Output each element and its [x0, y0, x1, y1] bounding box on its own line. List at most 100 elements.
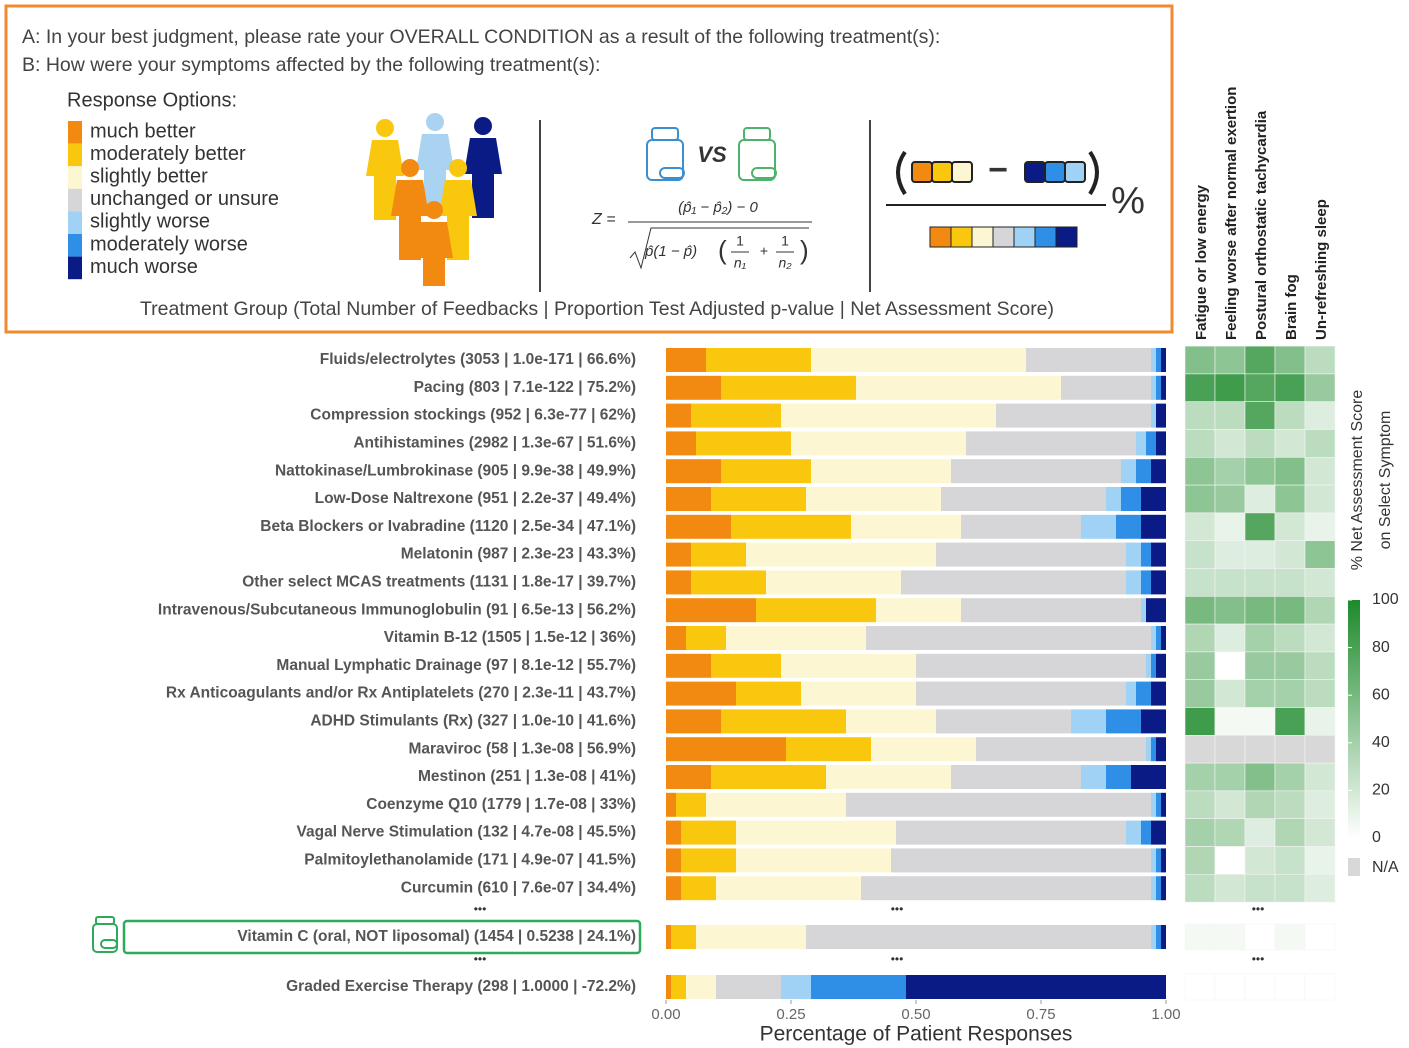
net-swatch: [1055, 226, 1078, 248]
heat-cell: [1214, 923, 1246, 951]
bar-segment: [1151, 653, 1156, 678]
heat-cell: [1304, 873, 1336, 903]
net-swatch: [1024, 161, 1046, 183]
heat-cell: [1214, 456, 1246, 486]
row-label: Fluids/electrolytes (3053 | 1.0e-171 | 6…: [320, 351, 636, 368]
net-minus: −: [988, 151, 1008, 189]
bar-segment: [1126, 570, 1141, 595]
heat-cell: [1214, 873, 1246, 903]
bar-segment: [666, 792, 676, 817]
bar-segment: [666, 348, 706, 372]
heat-cell: [1304, 623, 1336, 653]
bar-segment: [1151, 403, 1156, 428]
bar-segment: [1116, 514, 1141, 539]
heat-cell: [1244, 456, 1276, 486]
heat-cell: [1184, 679, 1216, 708]
bar-segment: [666, 626, 686, 650]
bar-segment: [861, 876, 1151, 901]
colorbar-title: on Select Symptom: [1377, 411, 1394, 550]
heat-cell: [1304, 973, 1336, 1001]
bar-segment: [721, 459, 811, 484]
bar-segment: [1136, 431, 1146, 456]
bar-segment: [846, 709, 936, 734]
legend-label: slightly worse: [90, 211, 210, 233]
net-swatch: [931, 161, 953, 183]
x-tick-label: 0.50: [901, 1006, 930, 1023]
heat-cell: [1274, 484, 1306, 514]
heat-cell: [1214, 973, 1246, 1001]
heat-cell: [1244, 401, 1276, 430]
bar-segment: [666, 975, 671, 999]
row-label: Nattokinase/Lumbrokinase (905 | 9.9e-38 …: [275, 462, 636, 479]
bar-segment: [1151, 348, 1156, 372]
bar-segment: [681, 848, 736, 873]
formula-one: 1: [781, 233, 789, 249]
heat-cell: [1184, 623, 1216, 653]
bar-segment: [666, 598, 756, 623]
heat-cell: [1244, 651, 1276, 681]
heat-cell: [1184, 873, 1216, 903]
bar-segment: [1141, 514, 1166, 539]
bar-segment: [666, 848, 681, 873]
bar-segment: [666, 570, 691, 595]
heat-cell: [1304, 373, 1336, 402]
ellipsis: •••: [474, 952, 487, 966]
row-label: Curcumin (610 | 7.6e-07 | 34.4%): [401, 879, 636, 896]
bar-segment: [891, 848, 1151, 873]
heat-cell: [1304, 846, 1336, 875]
bar-segment: [681, 820, 736, 845]
bar-segment: [1161, 848, 1166, 873]
bar-segment: [1156, 653, 1166, 678]
paren: [1088, 150, 1099, 196]
heat-cell: [1244, 568, 1276, 597]
bar-segment: [1151, 570, 1166, 595]
heat-cell: [1184, 540, 1216, 569]
people-icons: [366, 113, 502, 286]
bar-segment: [856, 375, 1061, 400]
bar-segment: [866, 626, 1151, 650]
heat-cell: [1184, 762, 1216, 792]
bar-segment: [916, 653, 1146, 678]
bar-segment: [666, 375, 721, 400]
bar-segment: [1151, 626, 1156, 650]
highlight-icon: [92, 916, 118, 953]
heat-cell: [1274, 790, 1306, 820]
heat-cell: [1184, 512, 1216, 542]
bar-segment: [1146, 653, 1151, 678]
bar-segment: [706, 792, 846, 817]
bar-segment: [696, 431, 791, 456]
heat-cell: [1184, 373, 1216, 402]
net-swatch: [911, 161, 933, 183]
heat-cell: [1244, 345, 1276, 375]
bar-segment: [1151, 925, 1156, 949]
bar-segment: [666, 876, 681, 901]
heat-cell: [1304, 512, 1336, 542]
heat-cell: [1214, 734, 1246, 764]
bar-segment: [1156, 431, 1166, 456]
heat-cell: [1244, 679, 1276, 708]
heat-cell: [1274, 401, 1306, 430]
pill-bottles: [646, 127, 777, 181]
bar-segment: [1126, 542, 1141, 567]
row-label: Other select MCAS treatments (1131 | 1.8…: [242, 573, 636, 590]
bar-segment: [671, 975, 686, 999]
row-label: Vitamin B-12 (1505 | 1.5e-12 | 36%): [384, 629, 636, 646]
bar-segment: [1141, 820, 1151, 845]
legend-label: unchanged or unsure: [90, 188, 279, 210]
bar-segment: [1156, 876, 1161, 901]
bar-segment: [706, 348, 811, 372]
plus: +: [760, 243, 768, 259]
heat-cell: [1304, 456, 1336, 486]
bar-segment: [781, 975, 811, 999]
heat-cell: [1214, 790, 1246, 820]
heat-cell: [1304, 923, 1336, 951]
heat-cell: [1274, 623, 1306, 653]
heat-cell: [1274, 707, 1306, 736]
bar-segment: [1081, 514, 1116, 539]
heat-cell: [1244, 595, 1276, 625]
bar-segment: [1151, 681, 1166, 706]
heat-cell: [1184, 790, 1216, 820]
heat-cell: [1244, 923, 1276, 951]
heat-cell: [1274, 512, 1306, 542]
bar-segment: [806, 487, 941, 511]
